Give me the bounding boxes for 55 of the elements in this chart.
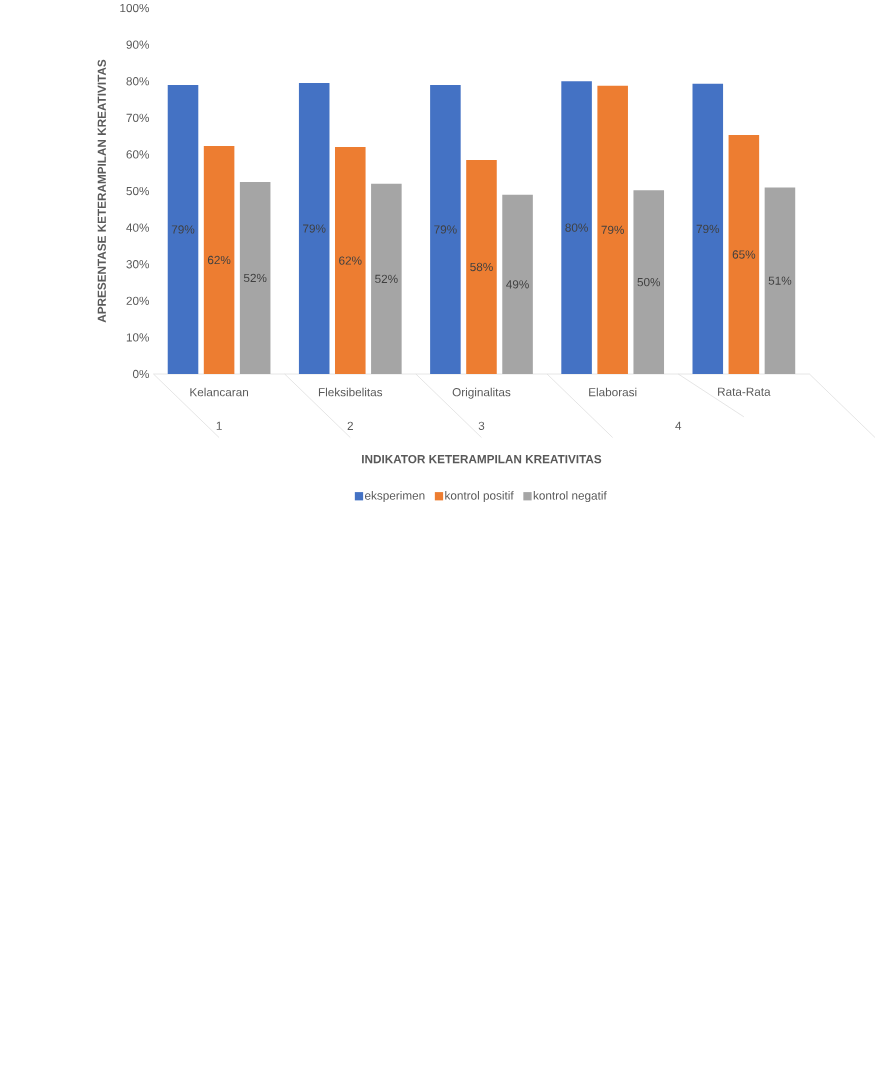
y-tick-label: 30% [126,260,149,269]
legend-label: kontrol negatif [533,491,607,503]
data-label: 52% [243,273,267,283]
data-label: 80% [565,223,588,232]
data-label: 62% [338,256,362,265]
text: 1 [216,421,222,430]
bar [561,81,592,375]
bar [728,135,759,375]
data-label: 65% [732,250,755,259]
data-label: 50% [637,278,660,287]
y-tick-label: 90% [126,40,149,49]
y-tick-label: 40% [126,223,149,232]
bar [764,187,796,375]
bar [429,84,461,375]
text: 3 [478,421,485,430]
bar [692,83,723,375]
text: 4 [675,421,681,430]
x-tick-label: Fleksibelitas [318,387,382,397]
x-axis-title: INDIKATOR KETERAMPILAN KREATIVITAS [361,454,602,464]
bar [370,183,402,375]
data-label: 79% [171,225,195,234]
bar [334,147,366,375]
legend-label: kontrol positif [445,491,514,503]
y-tick-label: 100% [120,3,149,13]
data-label: 79% [696,224,719,234]
y-axis-title: APRESENTASE KETERAMPILAN KREATIVITAS [97,59,106,323]
data-label: 79% [302,224,326,233]
bar [203,146,235,375]
x-tick-label: Elaborasi [588,387,637,397]
bar [502,194,533,375]
data-label: 58% [470,262,493,272]
y-tick-label: 70% [126,113,149,122]
data-label: 79% [601,225,624,234]
legend-label: eksperimen [364,491,425,503]
bar [298,83,330,375]
y-tick-label: 20% [126,296,149,305]
x-tick-label: Rata-Rata [717,387,771,396]
y-tick-label: 80% [126,77,149,86]
data-label: 62% [207,255,231,265]
data-label: 51% [768,276,792,285]
bar [466,159,497,375]
y-tick-label: 10% [126,333,149,342]
bar [633,190,664,375]
y-tick-label: 50% [126,186,149,196]
data-label: 79% [434,225,457,234]
x-tick-label: Originalitas [452,387,511,399]
text: 2 [347,421,353,430]
data-label: 49% [505,280,529,289]
y-tick-label: 60% [126,150,149,159]
bar [167,84,199,375]
bar [239,181,271,375]
bar [597,85,628,375]
y-tick-label: 0% [132,369,149,379]
data-label: 52% [374,274,398,284]
x-tick-label: Kelancaran [190,387,248,397]
